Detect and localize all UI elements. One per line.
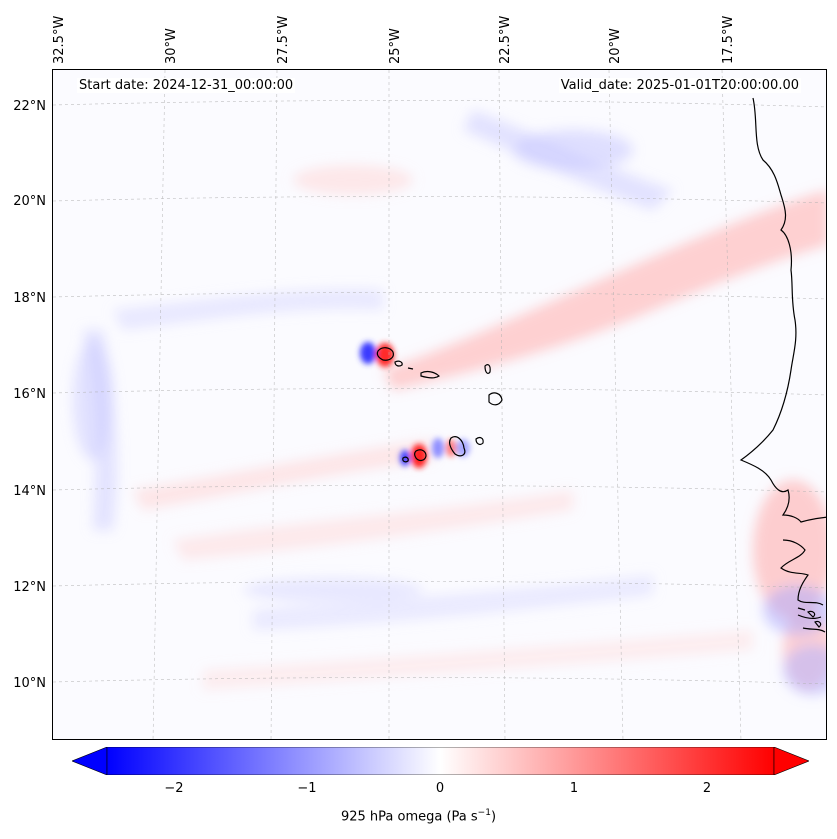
- dipole-red-south: [411, 444, 427, 468]
- gridline-lon-20w: [608, 70, 624, 739]
- colorbar-label-text: 925 hPa omega (Pa s: [340, 809, 478, 825]
- cb-tick-label-m1: −1: [297, 781, 317, 796]
- dipole-blue-north: [360, 342, 376, 364]
- band-blue-4: [253, 575, 653, 630]
- colorbar-max-extension: [773, 747, 809, 775]
- colorbar-label-close: ): [490, 809, 497, 825]
- map-panel: [52, 69, 827, 740]
- island-fogo: [413, 449, 427, 462]
- colorbar-label-exponent: −1: [477, 808, 491, 818]
- coastal-red-patch: [753, 480, 826, 620]
- lat-label-12n: 12°N: [13, 580, 46, 595]
- band-red-3: [173, 490, 573, 560]
- west-blue-patch: [73, 340, 113, 460]
- gridline-lat-20n: [53, 196, 826, 204]
- dipole-blue-east: [456, 439, 470, 457]
- island-santa-luzia: [407, 367, 414, 370]
- lon-label-20w: 20°W: [608, 28, 623, 64]
- ascent-band-red: [383, 190, 826, 390]
- west-africa-coastline: [739, 97, 826, 633]
- lat-label-14n: 14°N: [13, 484, 46, 499]
- colorbar-min-extension: [72, 747, 108, 775]
- island-sal: [484, 364, 491, 374]
- omega-field-map: [53, 70, 826, 739]
- colorbar-label: 925 hPa omega (Pa s−1): [0, 808, 837, 824]
- island-santiago: [449, 436, 466, 457]
- gridline-lon-30w: [152, 70, 166, 739]
- gridline-lat-12n: [53, 581, 826, 589]
- gridline-lon-22-5w: [498, 70, 506, 739]
- island-sao-vicente: [394, 360, 403, 367]
- lon-label-25w: 25°W: [388, 28, 403, 64]
- dipole-blue-south-2: [432, 438, 444, 458]
- island-santo-antao: [376, 347, 394, 361]
- lat-label-20n: 20°N: [13, 194, 46, 209]
- gridline-lon-17-5w: [721, 70, 742, 739]
- band-red-4: [203, 630, 753, 690]
- band-red-2: [133, 440, 433, 510]
- cb-tick-label-m2: −2: [164, 781, 184, 796]
- island-sao-nicolau: [420, 370, 440, 379]
- lon-label-30w: 30°W: [164, 28, 179, 64]
- lon-label-32-5w: 32.5°W: [52, 15, 67, 64]
- gridline-lat-22n: [53, 100, 826, 108]
- band-blue-1: [113, 289, 383, 330]
- nw-blue-patch: [513, 130, 633, 170]
- coastal-blue-patch-2: [783, 645, 826, 695]
- cb-tick-label-1: 1: [569, 781, 579, 796]
- lon-label-22-5w: 22.5°W: [498, 15, 513, 64]
- lat-label-22n: 22°N: [13, 99, 46, 114]
- colorbar: [72, 747, 809, 775]
- coastal-islands-bissagos: [797, 607, 822, 628]
- gridlines: [53, 70, 826, 739]
- island-brava: [402, 456, 409, 463]
- coastal-blue-patch: [763, 585, 826, 635]
- lon-label-17-5w: 17.5°W: [721, 15, 736, 64]
- gridline-lat-14n: [53, 485, 826, 493]
- gridline-lon-27-5w: [270, 70, 278, 739]
- gridline-lat-16n: [53, 388, 826, 396]
- cb-tick-label-0: 0: [435, 781, 445, 796]
- lon-label-27-5w: 27.5°W: [276, 15, 291, 64]
- valid-date-label: Valid_date: 2025-01-01T20:00:00.00: [558, 78, 801, 93]
- north-red-patch: [293, 165, 413, 195]
- dipole-red-north: [376, 343, 394, 367]
- lat-label-18n: 18°N: [13, 291, 46, 306]
- coastlines: [376, 97, 826, 633]
- gridline-lat-18n: [53, 292, 826, 300]
- dipole-blue-south: [400, 450, 410, 466]
- sw-blue-patch: [243, 578, 423, 602]
- island-boa-vista: [488, 392, 503, 406]
- cb-tick-label-2: 2: [702, 781, 712, 796]
- start-date-label: Start date: 2024-12-31_00:00:00: [77, 78, 296, 93]
- omega-shading: [73, 110, 826, 695]
- gridline-lat-10n: [53, 677, 826, 685]
- lat-label-10n: 10°N: [13, 676, 46, 691]
- colorbar-gradient: [106, 747, 775, 775]
- island-maio: [475, 437, 484, 445]
- lat-label-16n: 16°N: [13, 387, 46, 402]
